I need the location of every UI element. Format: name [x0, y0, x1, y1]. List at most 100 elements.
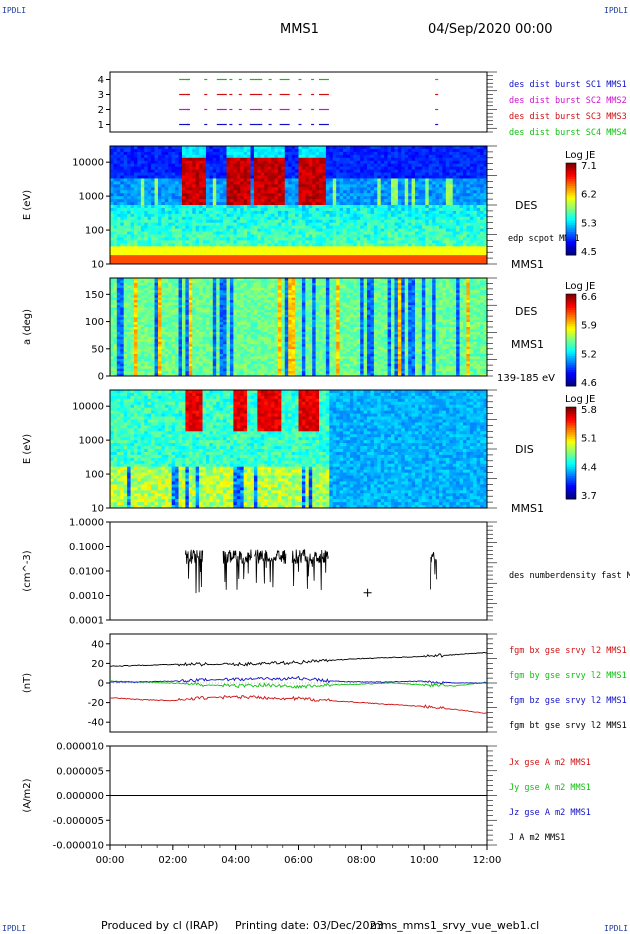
des-energy-cell: [209, 193, 214, 197]
des-pitch-cell: [127, 304, 131, 308]
des-energy-cell: [360, 163, 365, 168]
des-pitch-cell: [116, 324, 121, 328]
des-energy-cell: [140, 216, 145, 221]
des-energy-cell: [384, 199, 389, 203]
des-energy-cell: [349, 234, 354, 238]
des-energy-cell: [233, 196, 238, 200]
des-energy-cell: [120, 151, 125, 156]
des-energy-cell: [133, 166, 138, 170]
des-energy-cell: [391, 216, 395, 221]
des-energy-cell: [449, 205, 454, 209]
des-energy-cell: [319, 258, 323, 262]
des-energy-cell: [353, 210, 358, 215]
des-energy-cell: [260, 234, 265, 238]
des-energy-cell: [247, 205, 251, 209]
des-pitch-cell: [137, 278, 142, 281]
des-energy-cell: [425, 146, 430, 150]
des-energy-cell: [171, 228, 176, 232]
des-energy-cell: [418, 255, 423, 259]
des-energy-cell: [401, 187, 406, 191]
des-energy-cell: [377, 193, 382, 197]
des-energy-cell: [120, 255, 125, 259]
des-energy-cell: [216, 258, 221, 262]
des-pitch-cell: [123, 278, 128, 281]
des-energy-cell: [308, 151, 313, 156]
des-energy-cell: [308, 187, 313, 191]
des-pitch-cell: [133, 341, 138, 345]
des-energy-cell: [116, 163, 121, 168]
des-pitch-cell: [123, 346, 128, 350]
des-energy-cell: [343, 184, 347, 188]
des-energy-cell: [325, 240, 330, 244]
des-energy-cell: [380, 163, 385, 168]
des-energy-cell: [157, 231, 162, 235]
des-energy-cell: [360, 190, 365, 194]
des-energy-cell: [120, 252, 125, 256]
des-energy-cell: [367, 157, 371, 162]
des-energy-cell: [281, 190, 286, 194]
des-energy-cell: [322, 243, 327, 247]
des-energy-cell: [157, 146, 162, 150]
des-energy-cell: [363, 231, 368, 235]
des-energy-cell: [127, 240, 131, 244]
des-energy-cell: [116, 210, 121, 215]
des-energy-cell: [415, 151, 419, 156]
des-pitch-cell: [113, 339, 118, 343]
des-energy-cell: [233, 205, 238, 209]
des-energy-cell: [223, 261, 227, 265]
des-energy-cell: [113, 157, 118, 162]
des-energy-cell: [295, 240, 299, 244]
des-energy-cell: [229, 231, 234, 235]
des-energy-cell: [264, 210, 269, 215]
des-pitch-cell: [113, 314, 118, 318]
des-energy-cell: [127, 243, 131, 247]
des-energy-cell: [343, 199, 347, 203]
des-energy-cell: [380, 258, 385, 262]
des-energy-cell: [418, 225, 423, 229]
des-energy-cell: [370, 240, 375, 244]
des-energy-cell: [312, 193, 317, 197]
des-energy-cell: [209, 160, 214, 165]
des-energy-cell: [301, 178, 306, 182]
des-energy-cell: [140, 187, 145, 191]
des-energy-cell: [339, 216, 344, 221]
des-pitch-cell: [116, 331, 121, 335]
des-energy-cell: [229, 213, 234, 218]
des-energy-cell: [168, 252, 173, 256]
des-energy-cell: [161, 249, 166, 253]
des-energy-cell: [408, 160, 412, 165]
des-energy-cell: [264, 261, 269, 265]
des-energy-cell: [373, 157, 378, 162]
des-energy-cell: [404, 151, 409, 156]
des-energy-cell: [397, 213, 402, 218]
des-energy-cell: [397, 157, 402, 162]
des-energy-cell: [483, 202, 488, 206]
des-energy-cell: [247, 225, 251, 229]
des-energy-cell: [308, 146, 313, 150]
des-energy-cell: [315, 193, 320, 197]
des-energy-cell: [445, 163, 450, 168]
des-energy-cell: [480, 187, 484, 191]
des-energy-cell: [452, 219, 457, 224]
des-energy-cell: [199, 246, 203, 250]
des-energy-cell: [308, 210, 313, 215]
des-energy-cell: [408, 157, 412, 162]
des-energy-cell: [233, 187, 238, 191]
des-energy-cell: [288, 175, 293, 179]
des-pitch-cell: [144, 307, 149, 311]
des-energy-cell: [271, 169, 275, 173]
des-energy-cell: [288, 213, 293, 218]
des-pitch-cell: [113, 361, 118, 365]
des-pitch-cell: [113, 368, 118, 372]
des-energy-cell: [271, 160, 275, 165]
des-energy-cell: [291, 258, 296, 262]
des-energy-cell: [483, 228, 488, 232]
des-energy-cell: [205, 163, 210, 168]
des-energy-cell: [418, 175, 423, 179]
des-energy-cell: [250, 146, 255, 150]
des-energy-cell: [391, 231, 395, 235]
des-energy-cell: [223, 205, 227, 209]
des-energy-cell: [463, 199, 467, 203]
des-energy-cell: [319, 190, 323, 194]
des-energy-cell: [356, 246, 361, 250]
